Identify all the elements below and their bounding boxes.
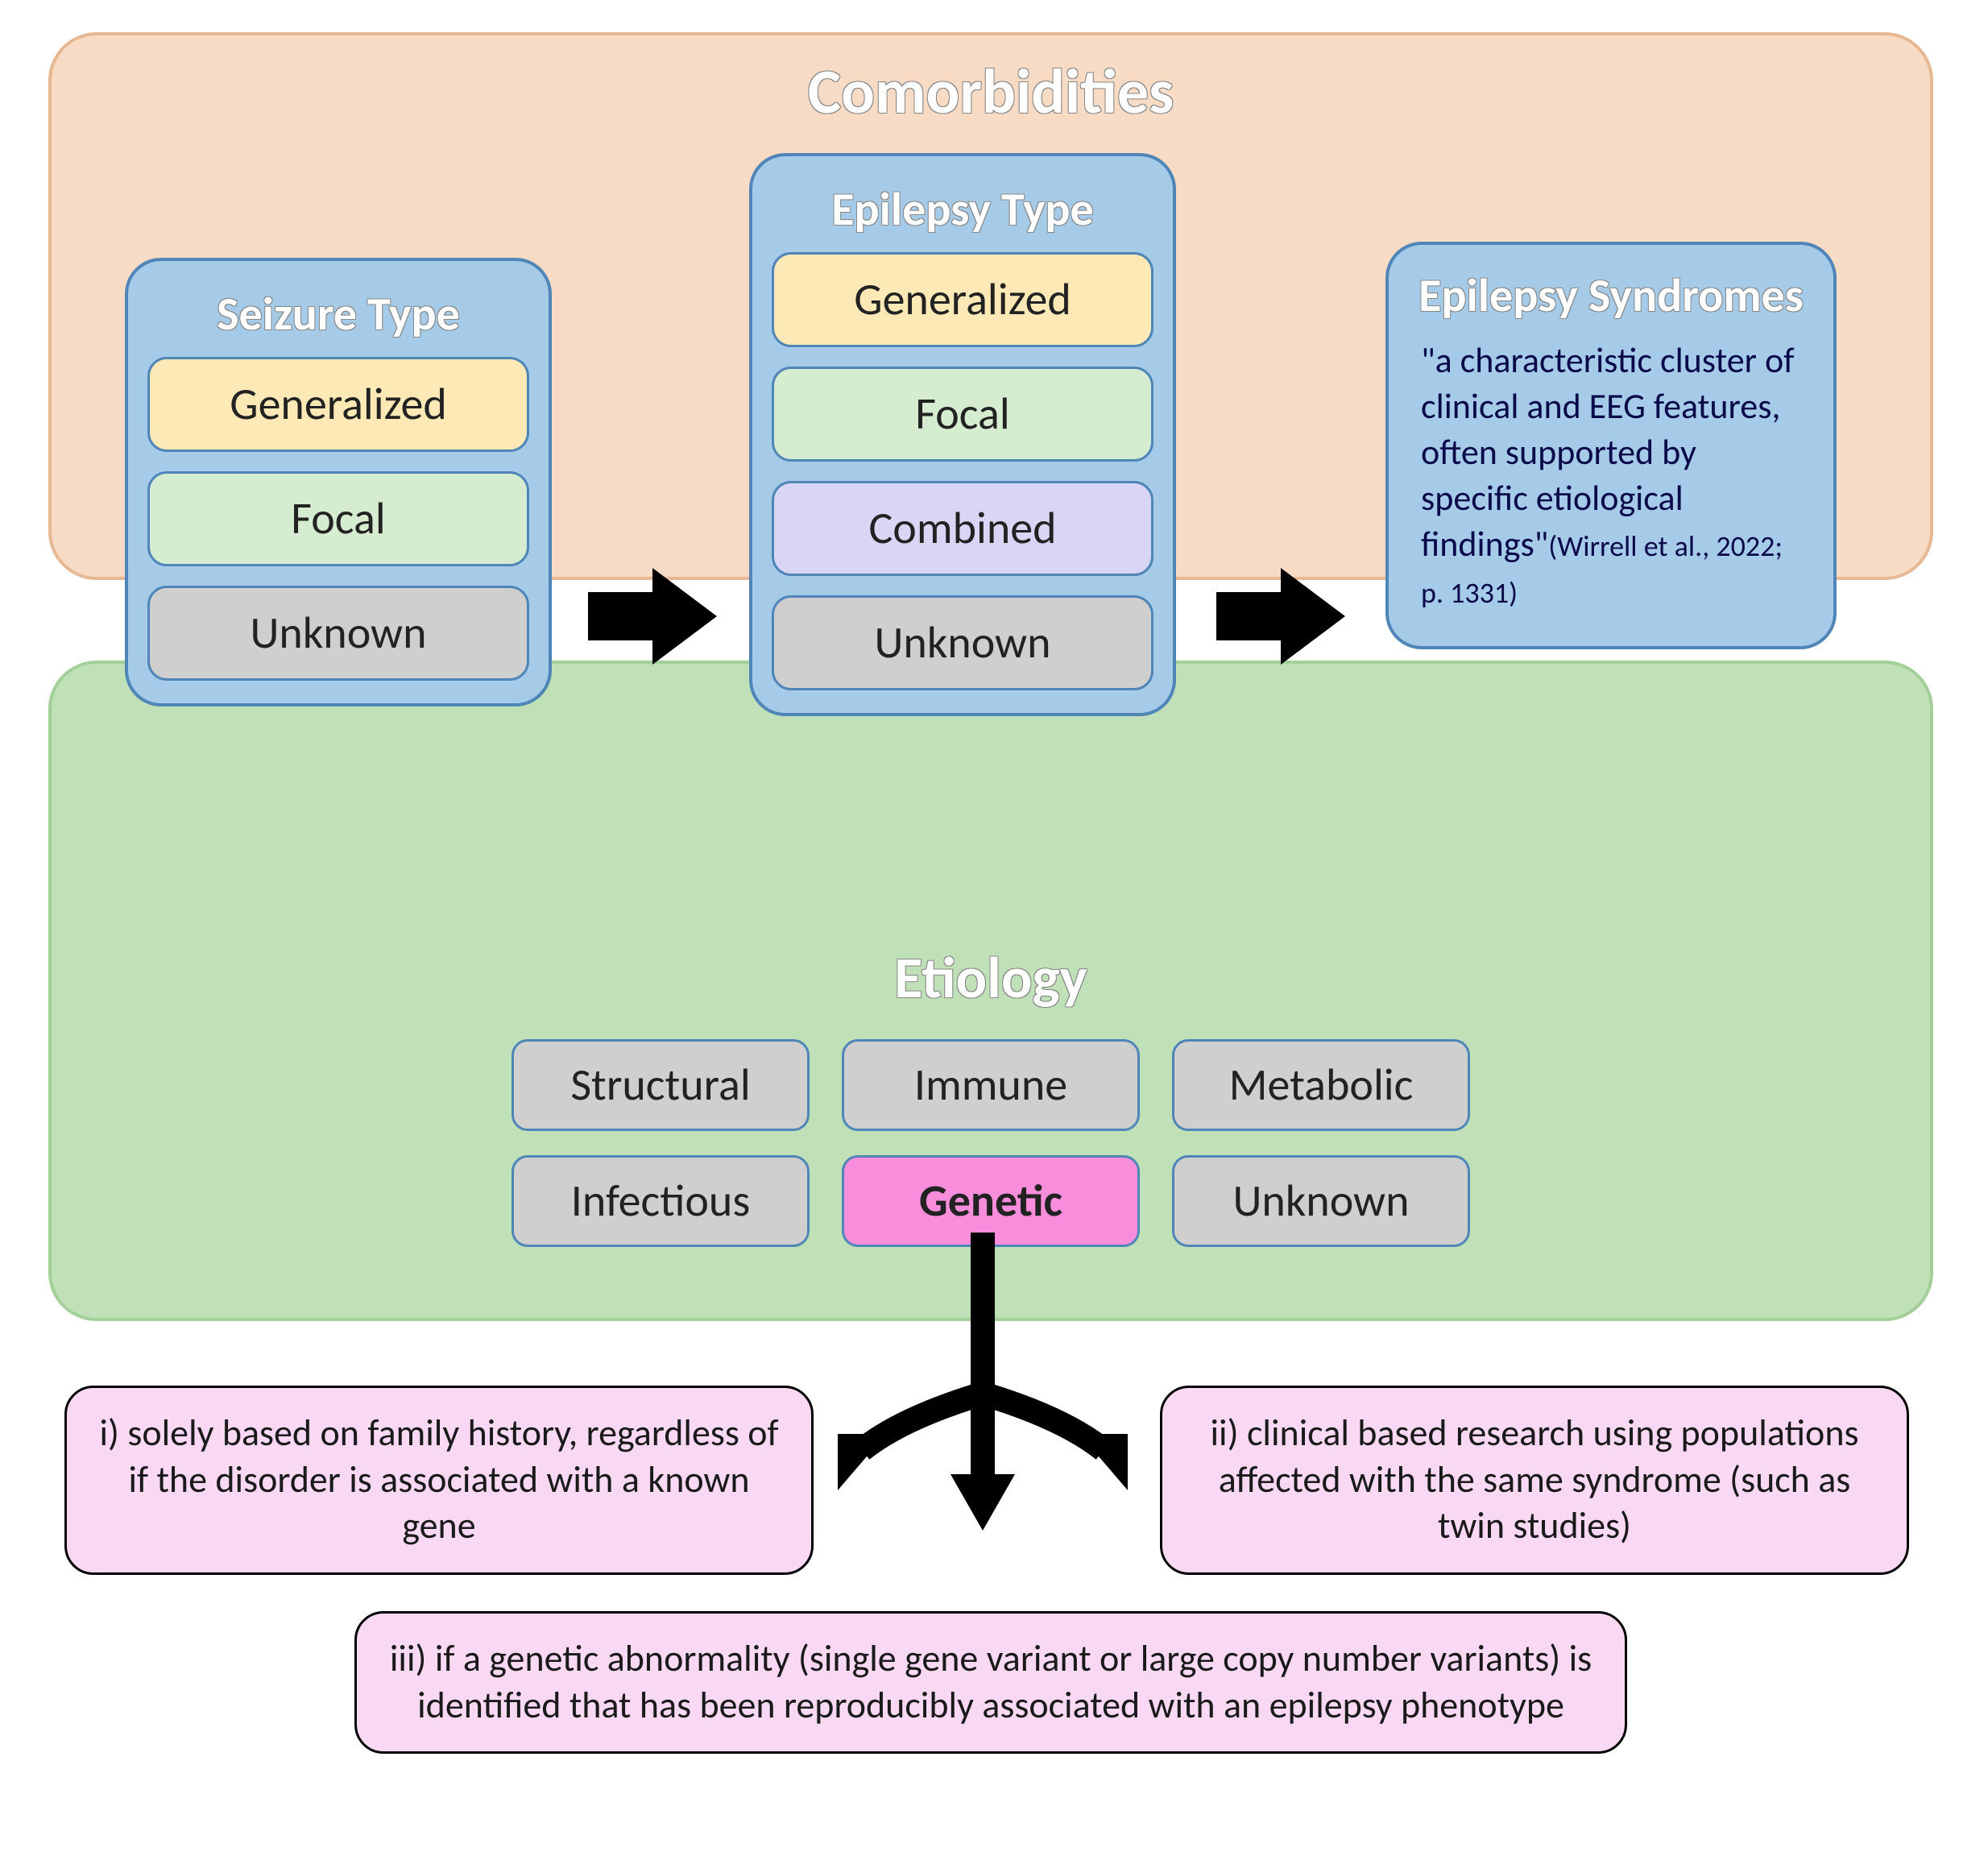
etiology-immune: Immune: [842, 1039, 1140, 1131]
epilepsy-syndromes-card: Epilepsy Syndromes "a characteristic clu…: [1385, 242, 1837, 649]
seizure-unknown: Unknown: [147, 586, 529, 681]
genetic-note-right: ii) clinical based research using popula…: [1160, 1386, 1909, 1575]
epilepsy-unknown: Unknown: [772, 595, 1153, 690]
epilepsy-syndromes-quote: "a characteristic cluster of clinical an…: [1408, 338, 1814, 614]
etiology-grid: Structural Immune Metabolic Infectious G…: [507, 1039, 1474, 1247]
arrow-right-2-icon: [1216, 564, 1345, 669]
etiology-unknown: Unknown: [1172, 1155, 1470, 1247]
epilepsy-generalized: Generalized: [772, 252, 1153, 347]
epilepsy-type-card: Epilepsy Type Generalized Focal Combined…: [749, 153, 1176, 716]
epilepsy-focal: Focal: [772, 367, 1153, 462]
trident-arrow-icon: [806, 1233, 1160, 1571]
seizure-type-card: Seizure Type Generalized Focal Unknown: [125, 258, 552, 706]
comorbidities-title: Comorbidities: [52, 35, 1930, 130]
seizure-focal: Focal: [147, 471, 529, 566]
genetic-note-bottom: iii) if a genetic abnormality (single ge…: [354, 1611, 1627, 1754]
seizure-type-title: Seizure Type: [147, 285, 529, 342]
etiology-structural: Structural: [511, 1039, 810, 1131]
epilepsy-type-title: Epilepsy Type: [772, 180, 1153, 238]
arrow-right-1-icon: [588, 564, 717, 669]
diagram-canvas: Comorbidities Etiology Structural Immune…: [0, 0, 1988, 1852]
etiology-title: Etiology: [48, 943, 1933, 1013]
etiology-infectious: Infectious: [511, 1155, 810, 1247]
epilepsy-combined: Combined: [772, 481, 1153, 576]
etiology-metabolic: Metabolic: [1172, 1039, 1470, 1131]
seizure-generalized: Generalized: [147, 357, 529, 452]
epilepsy-syndromes-title: Epilepsy Syndromes: [1408, 269, 1814, 323]
genetic-note-left: i) solely based on family history, regar…: [64, 1386, 814, 1575]
